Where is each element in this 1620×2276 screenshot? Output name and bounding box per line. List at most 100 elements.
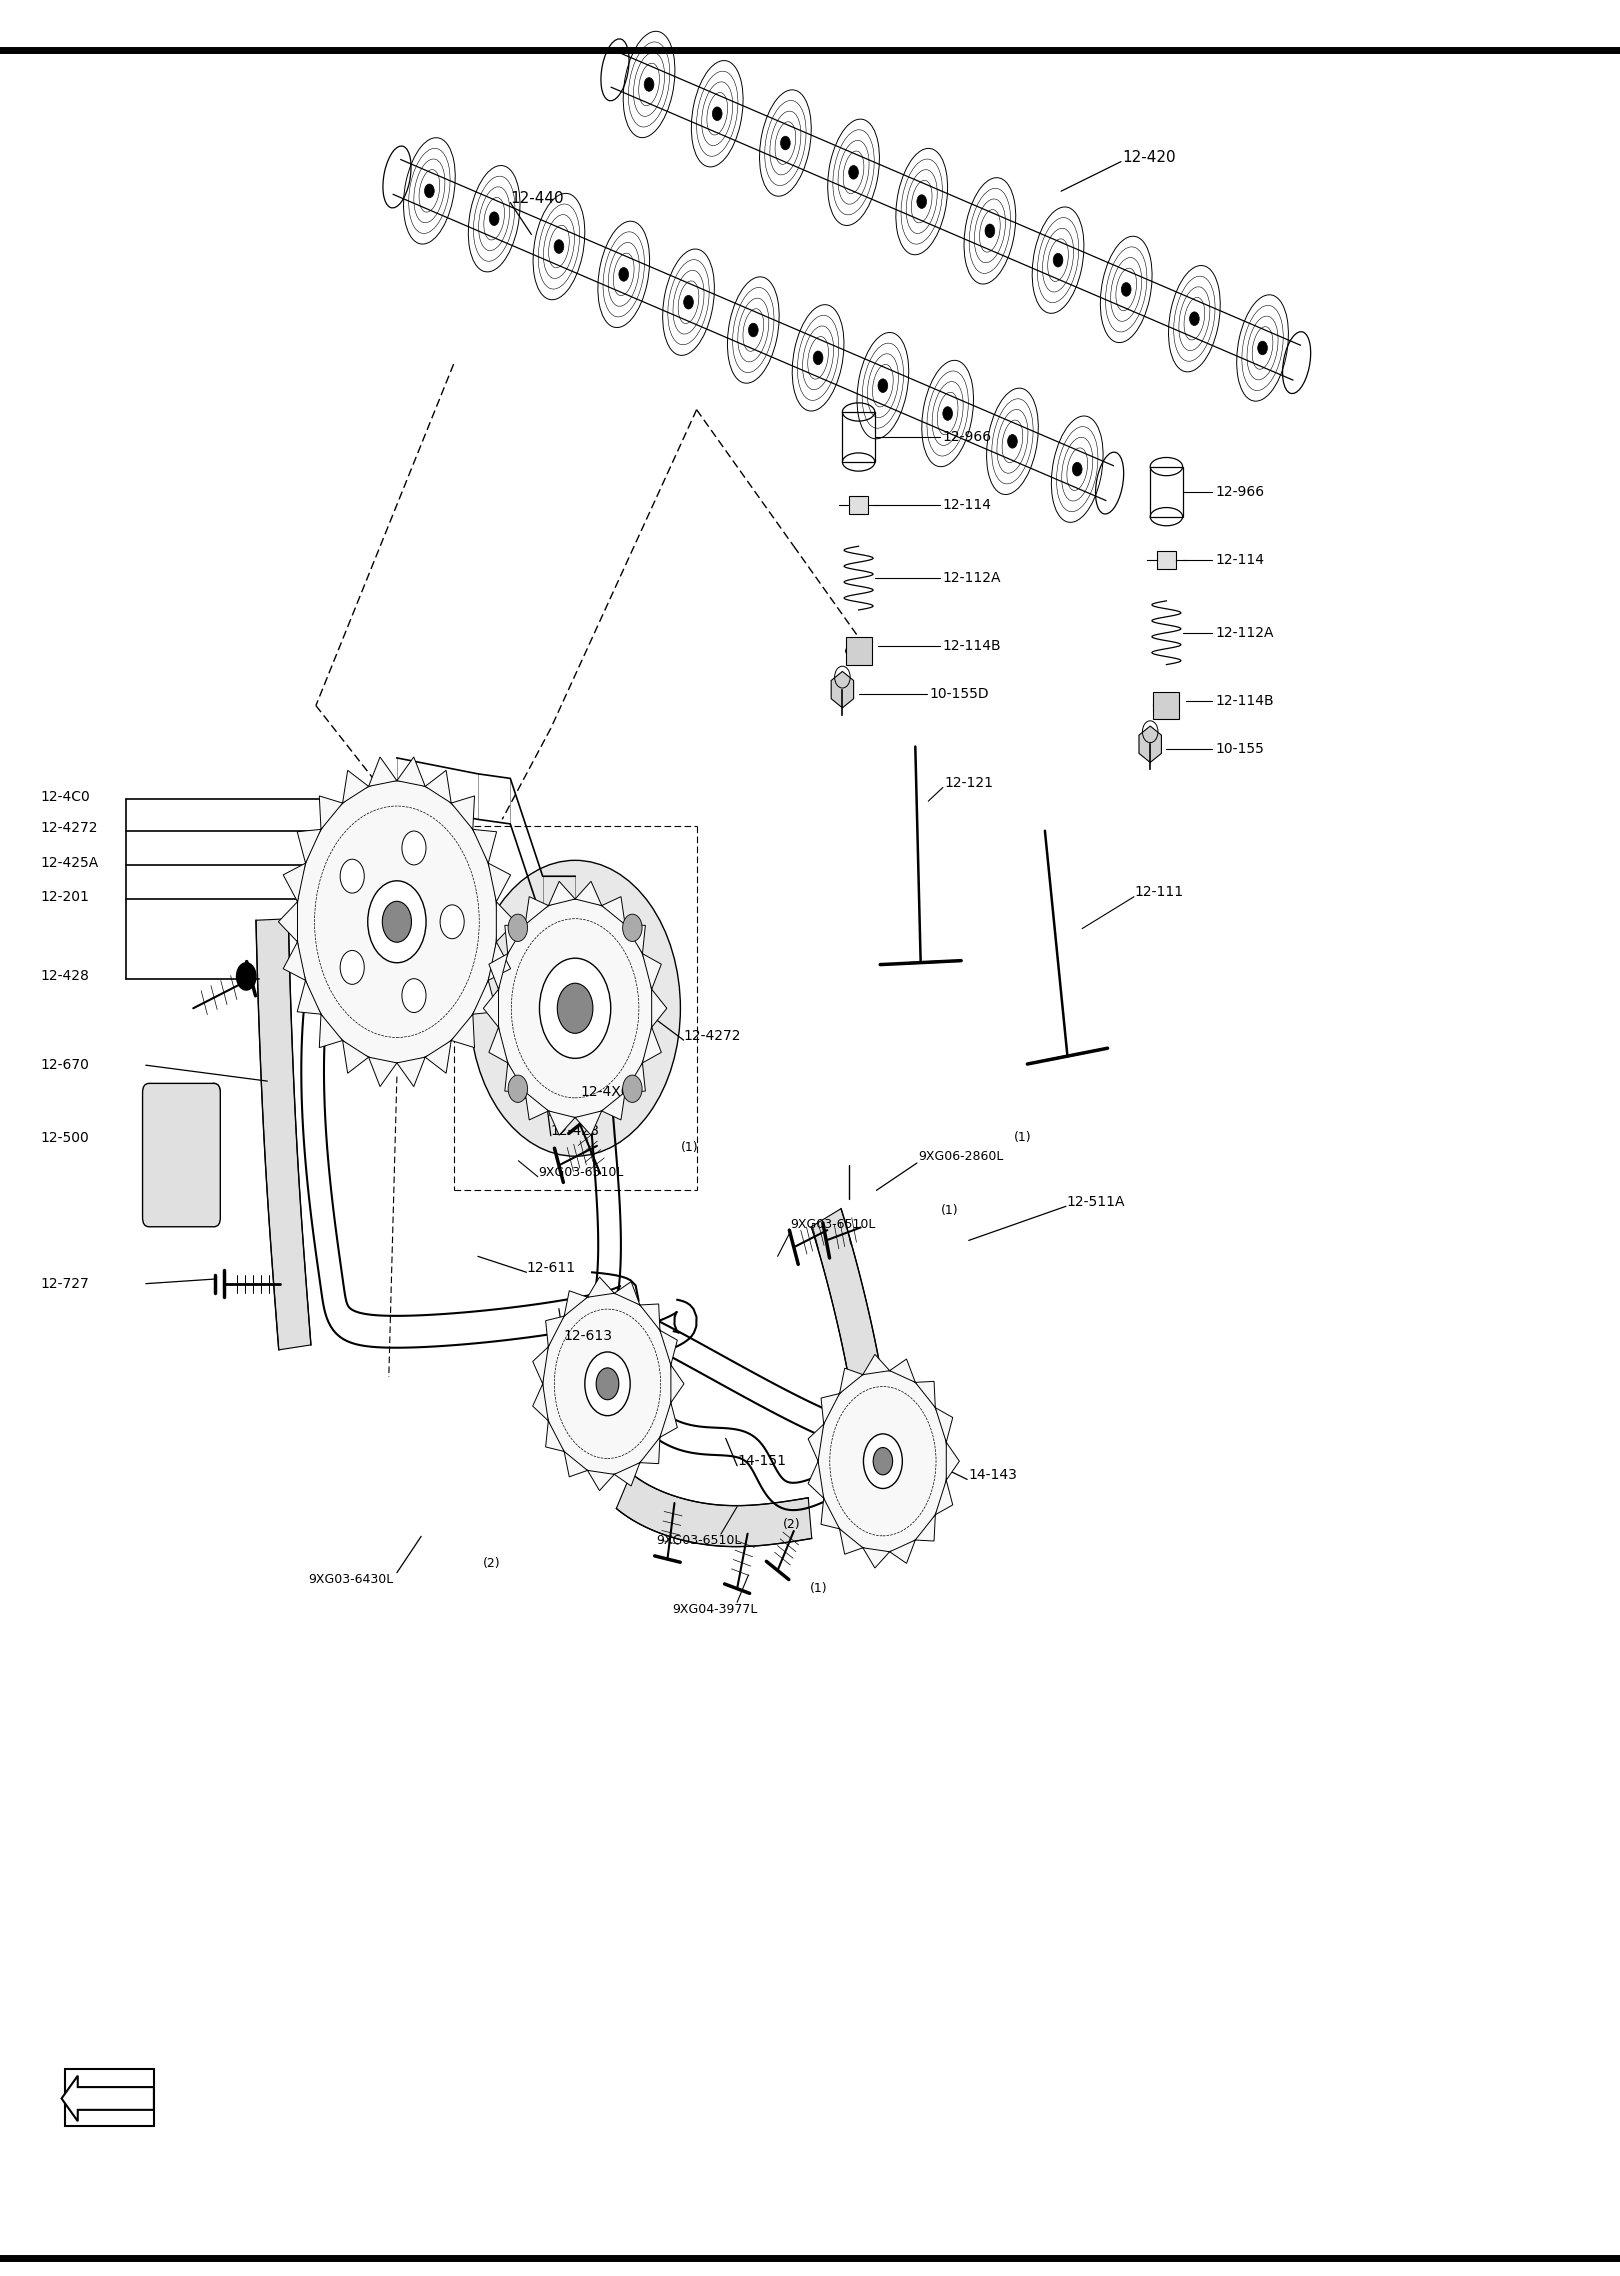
Polygon shape: [533, 1384, 548, 1420]
Polygon shape: [640, 1304, 659, 1329]
Polygon shape: [625, 1063, 645, 1092]
Polygon shape: [489, 1026, 507, 1063]
Text: 9XG03-6430L: 9XG03-6430L: [308, 1573, 394, 1586]
Circle shape: [1072, 462, 1082, 476]
Text: (1): (1): [1014, 1131, 1032, 1145]
Polygon shape: [284, 942, 306, 981]
Circle shape: [713, 107, 723, 121]
Polygon shape: [575, 1111, 601, 1136]
Polygon shape: [279, 901, 298, 942]
Text: 9XG04-3977L: 9XG04-3977L: [672, 1602, 758, 1616]
Text: 12-4272: 12-4272: [684, 1029, 740, 1042]
Text: 9XG03-6510L: 9XG03-6510L: [791, 1218, 876, 1231]
Circle shape: [878, 378, 888, 391]
Circle shape: [781, 137, 791, 150]
Circle shape: [1053, 253, 1063, 266]
Circle shape: [622, 915, 642, 942]
Polygon shape: [601, 897, 625, 924]
Polygon shape: [473, 828, 497, 863]
Polygon shape: [831, 671, 854, 708]
Polygon shape: [525, 897, 549, 924]
Bar: [842, 412, 875, 462]
Polygon shape: [489, 954, 507, 990]
Text: 12-111: 12-111: [1134, 885, 1183, 899]
Circle shape: [1121, 282, 1131, 296]
Polygon shape: [616, 1473, 812, 1548]
Polygon shape: [546, 1420, 564, 1452]
Polygon shape: [614, 1463, 640, 1486]
Polygon shape: [549, 881, 575, 906]
Text: (2): (2): [782, 1518, 800, 1532]
Circle shape: [596, 1368, 619, 1400]
Polygon shape: [614, 1281, 640, 1304]
Circle shape: [509, 915, 528, 942]
Polygon shape: [643, 1026, 661, 1063]
Polygon shape: [601, 1092, 625, 1120]
Polygon shape: [564, 1290, 588, 1316]
Bar: [1157, 551, 1176, 569]
Polygon shape: [488, 942, 510, 981]
Polygon shape: [915, 1382, 935, 1407]
Polygon shape: [525, 1092, 549, 1120]
Polygon shape: [549, 1111, 575, 1136]
Circle shape: [368, 881, 426, 963]
Circle shape: [470, 860, 680, 1156]
Polygon shape: [452, 797, 475, 828]
Text: 12-611: 12-611: [526, 1261, 575, 1275]
Polygon shape: [397, 1056, 424, 1086]
Circle shape: [402, 831, 426, 865]
Circle shape: [849, 166, 859, 180]
Polygon shape: [284, 863, 306, 901]
Polygon shape: [643, 954, 661, 990]
Polygon shape: [296, 981, 321, 1015]
Ellipse shape: [1153, 699, 1179, 712]
Text: 12-613: 12-613: [564, 1329, 612, 1343]
Text: 12-114: 12-114: [1215, 553, 1264, 567]
Polygon shape: [863, 1354, 889, 1375]
Text: (1): (1): [941, 1204, 959, 1218]
Text: 12-425A: 12-425A: [40, 856, 99, 869]
Text: 12-114B: 12-114B: [943, 640, 1001, 653]
Text: 12-966: 12-966: [943, 430, 991, 444]
Ellipse shape: [846, 644, 872, 658]
Polygon shape: [342, 769, 369, 803]
Polygon shape: [496, 901, 515, 942]
Circle shape: [917, 196, 927, 209]
Circle shape: [441, 906, 465, 938]
Polygon shape: [319, 797, 342, 828]
Circle shape: [237, 963, 256, 990]
Circle shape: [207, 1083, 220, 1102]
Text: 14-143: 14-143: [969, 1468, 1017, 1482]
Polygon shape: [808, 1425, 823, 1461]
Circle shape: [1189, 312, 1199, 325]
Polygon shape: [889, 1359, 915, 1382]
Text: 12-727: 12-727: [40, 1277, 89, 1290]
Text: 12-121: 12-121: [944, 776, 993, 790]
Text: (1): (1): [810, 1582, 828, 1595]
Circle shape: [168, 1158, 188, 1186]
Circle shape: [509, 1074, 528, 1102]
Circle shape: [818, 1370, 948, 1552]
Polygon shape: [1139, 726, 1162, 762]
Circle shape: [622, 1074, 642, 1102]
Circle shape: [1257, 341, 1267, 355]
Polygon shape: [651, 990, 667, 1026]
Text: 9XG06-2860L: 9XG06-2860L: [919, 1149, 1004, 1163]
Circle shape: [813, 351, 823, 364]
Polygon shape: [424, 769, 452, 803]
Text: 12-4X0: 12-4X0: [580, 1086, 630, 1099]
Polygon shape: [812, 1209, 888, 1420]
Polygon shape: [575, 881, 601, 906]
Bar: [1153, 692, 1179, 719]
Polygon shape: [821, 1393, 839, 1425]
Circle shape: [340, 860, 364, 892]
Text: 12-428: 12-428: [40, 970, 89, 983]
Text: 12-966: 12-966: [1215, 485, 1264, 498]
Circle shape: [748, 323, 758, 337]
Text: 12-201: 12-201: [40, 890, 89, 904]
Text: 12-511A: 12-511A: [1066, 1195, 1124, 1209]
Polygon shape: [473, 981, 497, 1015]
Circle shape: [424, 184, 434, 198]
Polygon shape: [369, 1056, 397, 1086]
Text: 12-114B: 12-114B: [1215, 694, 1273, 708]
